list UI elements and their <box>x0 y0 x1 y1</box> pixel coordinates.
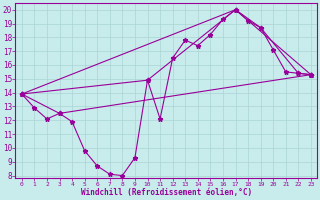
X-axis label: Windchill (Refroidissement éolien,°C): Windchill (Refroidissement éolien,°C) <box>81 188 252 197</box>
